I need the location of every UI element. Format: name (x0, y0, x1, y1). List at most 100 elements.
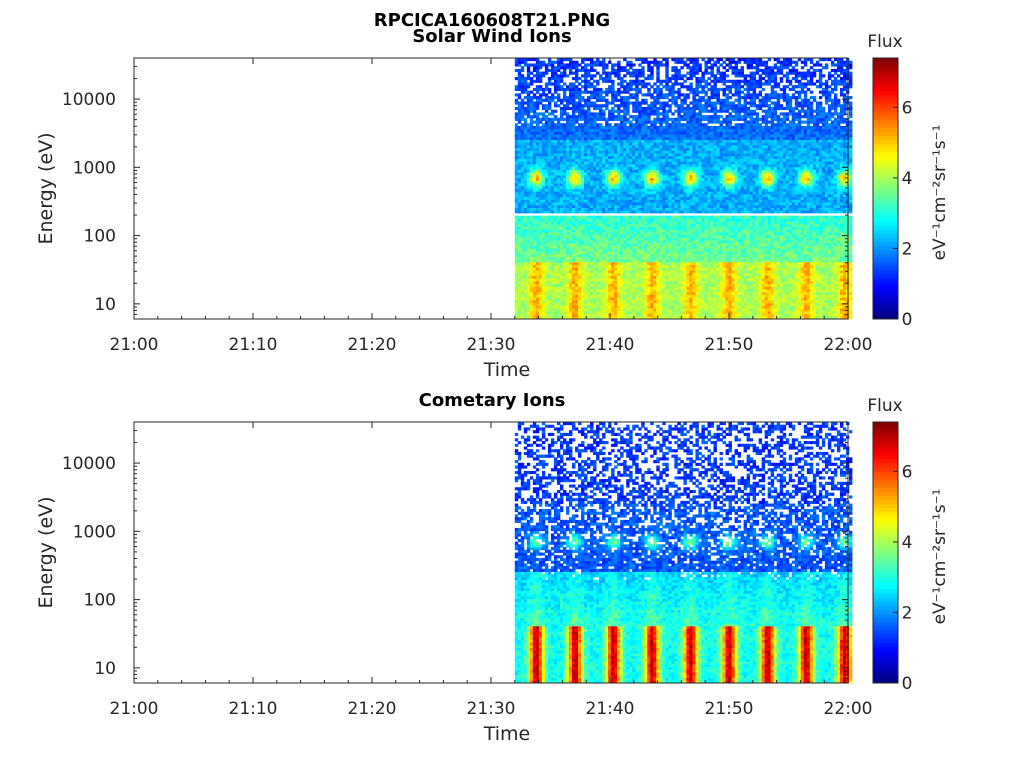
spectrogram-cell (578, 303, 581, 306)
spectrogram-cell (578, 183, 581, 186)
spectrogram-cell (572, 292, 575, 295)
spectrogram-cell (566, 107, 569, 110)
spectrogram-cell (584, 91, 587, 94)
spectrogram-cell (593, 297, 596, 300)
spectrogram-cell (524, 140, 527, 143)
spectrogram-cell (533, 107, 536, 110)
spectrogram-cell (584, 72, 587, 75)
spectrogram-cell (566, 137, 569, 140)
spectrogram-cell (554, 66, 557, 69)
spectrogram-cell (527, 240, 530, 243)
spectrogram-cell (548, 183, 551, 186)
spectrogram-cell (572, 61, 575, 64)
spectrogram-cell (566, 169, 569, 172)
spectrogram-cell (533, 197, 536, 200)
spectrogram-cell (542, 61, 545, 64)
spectrogram-cell (575, 199, 578, 202)
spectrogram-cell (590, 273, 593, 276)
spectrogram-cell (563, 150, 566, 153)
spectrogram-cell (599, 240, 602, 243)
spectrogram-cell (545, 169, 548, 172)
spectrogram-cell (527, 256, 530, 259)
spectrogram-cell (581, 112, 584, 115)
spectrogram-cell (542, 150, 545, 153)
spectrogram-cell (578, 131, 581, 134)
spectrogram-cell (563, 308, 566, 311)
spectrogram-cell (596, 295, 599, 298)
spectrogram-cell (584, 270, 587, 273)
spectrogram-cell (545, 229, 548, 232)
spectrogram-cell (566, 300, 569, 303)
spectrogram-cell (536, 278, 539, 281)
spectrogram-cell (527, 131, 530, 134)
spectrogram-cell (587, 259, 590, 262)
spectrogram-cell (521, 292, 524, 295)
spectrogram-cell (581, 150, 584, 153)
spectrogram-cell (518, 216, 521, 219)
spectrogram-cell (572, 77, 575, 80)
spectrogram-cell (554, 189, 557, 192)
spectrogram-cell (524, 134, 527, 137)
spectrogram-cell (533, 199, 536, 202)
spectrogram-cell (551, 140, 554, 143)
spectrogram-cell (575, 131, 578, 134)
spectrogram-cell (578, 254, 581, 257)
spectrogram-cell (584, 194, 587, 197)
spectrogram-cell (578, 189, 581, 192)
spectrogram-cell (530, 161, 533, 164)
spectrogram-cell (521, 145, 524, 148)
spectrogram-cell (530, 199, 533, 202)
spectrogram-cell (542, 91, 545, 94)
spectrogram-cell (599, 224, 602, 227)
spectrogram-cell (587, 131, 590, 134)
spectrogram-cell (542, 305, 545, 308)
spectrogram-cell (557, 77, 560, 80)
spectrogram-cell (515, 246, 518, 249)
spectrogram-cell (530, 153, 533, 156)
spectrogram-cell (551, 227, 554, 230)
spectrogram-cell (521, 256, 524, 259)
spectrogram-cell (533, 267, 536, 270)
spectrogram-cell (527, 278, 530, 281)
spectrogram-cell (593, 129, 596, 132)
spectrogram-cell (554, 210, 557, 213)
spectrogram-cell (575, 102, 578, 105)
spectrogram-cell (563, 129, 566, 132)
spectrogram-cell (566, 235, 569, 238)
spectrogram-cell (518, 208, 521, 211)
spectrogram-cell (578, 202, 581, 205)
spectrogram-cell (530, 91, 533, 94)
spectrogram-cell (575, 254, 578, 257)
spectrogram-cell (572, 156, 575, 159)
spectrogram-cell (593, 150, 596, 153)
spectrogram-cell (569, 197, 572, 200)
spectrogram-cell (587, 102, 590, 105)
spectrogram-cell (545, 148, 548, 151)
spectrogram-cell (599, 262, 602, 265)
spectrogram-cell (584, 235, 587, 238)
spectrogram-cell (548, 91, 551, 94)
spectrogram-cell (545, 115, 548, 118)
spectrogram-cell (548, 229, 551, 232)
spectrogram-cell (560, 169, 563, 172)
spectrogram-cell (524, 227, 527, 230)
spectrogram-cell (584, 281, 587, 284)
spectrogram-cell (530, 102, 533, 105)
spectrogram-cell (515, 286, 518, 289)
spectrogram-cell (596, 134, 599, 137)
spectrogram-cell (527, 202, 530, 205)
spectrogram-cell (581, 142, 584, 145)
spectrogram-cell (527, 248, 530, 251)
spectrogram-cell (557, 218, 560, 221)
spectrogram-cell (587, 178, 590, 181)
spectrogram-cell (599, 276, 602, 279)
spectrogram-cell (569, 137, 572, 140)
spectrogram-cell (536, 96, 539, 99)
spectrogram-cell (542, 199, 545, 202)
spectrogram-cell (572, 208, 575, 211)
spectrogram-cell (545, 286, 548, 289)
spectrogram-cell (518, 314, 521, 317)
spectrogram-cell (551, 137, 554, 140)
spectrogram-cell (572, 311, 575, 314)
spectrogram-cell (557, 265, 560, 268)
